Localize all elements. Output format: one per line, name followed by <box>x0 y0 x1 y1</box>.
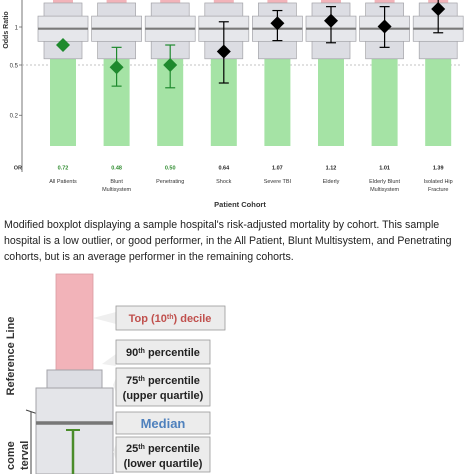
point-estimate-diamond <box>324 13 338 28</box>
point-estimate-diamond <box>216 44 231 59</box>
y-tick-label: 0.2 <box>10 114 19 120</box>
callout-top-decile <box>93 312 116 324</box>
or-value: 1.12 <box>326 166 337 172</box>
low-outlier-zone <box>371 58 398 146</box>
callout-box-top-decile <box>115 305 226 331</box>
x-tick-label: Multisystem <box>370 187 399 193</box>
x-tick-label: Blunt <box>110 179 123 185</box>
x-tick-label: Isolated Hip <box>424 179 453 185</box>
or-value: 1.07 <box>272 166 283 172</box>
low-outlier-zone <box>50 58 76 146</box>
or-value: 0.64 <box>218 166 230 172</box>
low-outlier-zone <box>425 58 452 146</box>
cohort-group <box>198 0 250 146</box>
x-tick-label: Fracture <box>428 187 448 193</box>
or-value: 1.39 <box>433 166 444 172</box>
callout-box-p25 <box>115 436 211 473</box>
cohort-group <box>252 0 303 146</box>
cohort-group <box>144 0 196 146</box>
low-outlier-zone <box>318 58 344 146</box>
x-tick-label: Elderly <box>323 179 340 185</box>
y-tick-label: 1 <box>15 26 19 32</box>
side-label-outcome-2: terval <box>19 441 31 470</box>
top-decile-zone <box>213 0 234 3</box>
figure-caption: Modified boxplot displaying a sample hos… <box>4 219 452 263</box>
callout-p75 <box>113 378 116 392</box>
x-tick-label: Multisystem <box>102 187 131 193</box>
x-tick-label: Severe TBI <box>264 179 292 185</box>
cohort-group <box>37 0 89 146</box>
callout-p25 <box>113 444 116 460</box>
top-decile-zone <box>53 0 73 3</box>
label-p90: 90th percentile <box>126 347 200 359</box>
callout-p90 <box>102 354 116 366</box>
label-top-decile: Top (10th) decile <box>129 313 212 325</box>
cohort-group <box>359 0 410 146</box>
cohort-group <box>91 0 142 146</box>
or-value: 0.72 <box>58 166 69 172</box>
top-decile-zone <box>106 0 127 3</box>
x-tick-label: Elderly Blunt <box>369 179 400 185</box>
or-row-label: OR <box>14 166 22 172</box>
label-p25-line2: (lower quartile) <box>124 458 203 470</box>
label-p25: 25th percentile <box>126 443 200 455</box>
point-estimate-diamond <box>431 1 446 16</box>
cohort-group <box>412 0 464 146</box>
callout-box-p75 <box>115 367 211 407</box>
point-estimate-diamond <box>56 38 70 53</box>
callout-box-p90 <box>115 339 211 365</box>
point-estimate-diamond <box>109 60 124 75</box>
point-estimate-diamond <box>163 58 178 72</box>
callout-box-median <box>115 411 211 435</box>
cohort-group <box>305 0 357 146</box>
side-label-outcome-1: come <box>5 441 17 470</box>
x-tick-label: Shock <box>216 179 232 185</box>
side-label-reference: Reference Line <box>5 317 17 396</box>
label-median: Median <box>141 416 186 431</box>
y-tick-label: 0.5 <box>10 64 19 70</box>
or-value: 1.01 <box>379 166 390 172</box>
x-tick-label: All Patients <box>49 179 77 185</box>
or-value: 0.48 <box>111 166 122 172</box>
top-decile-zone <box>160 0 181 3</box>
top-decile-zone <box>267 0 288 3</box>
x-tick-label: Penetrating <box>156 179 184 185</box>
boxplot-legend-diagram: Reference Line come terval Top (10th) de… <box>5 273 226 474</box>
top-decile-zone <box>321 0 341 3</box>
legend-top-decile-bar <box>55 273 94 383</box>
low-outlier-zone <box>264 58 291 146</box>
point-estimate-diamond <box>377 19 392 34</box>
top-decile-zone <box>374 0 395 3</box>
label-p75-line2: (upper quartile) <box>123 390 204 402</box>
point-estimate-diamond <box>270 16 285 31</box>
label-p75: 75th percentile <box>126 375 200 387</box>
y-axis-label: Odds Ratio <box>3 11 10 48</box>
boxplot-chart: Odds Ratio 1 0.5 0.2 OR 0.72 0.48 0.50 0.64 1.0… <box>3 0 464 209</box>
x-axis-label: Patient Cohort <box>214 200 266 209</box>
or-value: 0.50 <box>165 166 176 172</box>
